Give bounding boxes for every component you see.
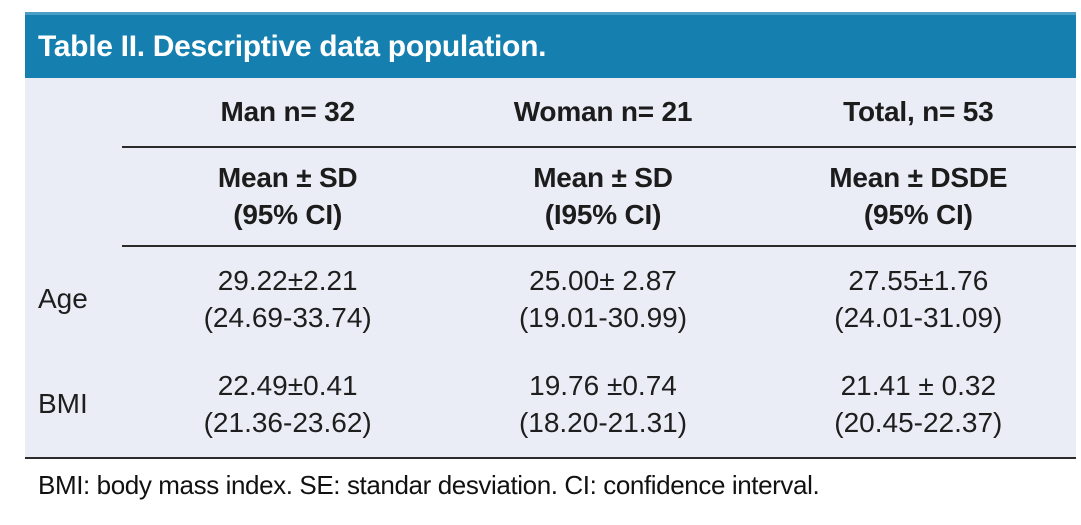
bmi-woman-mean: 19.76 ±0.74 bbox=[529, 369, 677, 401]
col-header-total: Total, n= 53 bbox=[843, 95, 994, 127]
bmi-man-ci: (21.36-23.62) bbox=[203, 406, 372, 438]
bmi-woman-cell: 19.76 ±0.74 (18.20-21.31) bbox=[445, 368, 760, 442]
rule-under-stat-header bbox=[122, 245, 1076, 247]
table-footnote: BMI: body mass index. SE: standar desvia… bbox=[38, 470, 820, 500]
age-woman-cell: 25.00± 2.87 (19.01-30.99) bbox=[445, 263, 760, 337]
age-woman-ci: (19.01-30.99) bbox=[518, 301, 688, 333]
bmi-man-mean: 22.49±0.41 bbox=[217, 369, 358, 401]
stat-header-woman-line2: (I95% CI) bbox=[544, 198, 662, 230]
group-header-row: Man n= 32 Woman n= 21 Total, n= 53 bbox=[25, 78, 1076, 146]
stat-header-man-line1: Mean ± SD bbox=[217, 161, 358, 193]
age-woman-mean: 25.00± 2.87 bbox=[529, 264, 677, 296]
table-row-age: Age 29.22±2.21 (24.69-33.74) 25.00± 2.87… bbox=[25, 247, 1076, 352]
stat-header-woman: Mean ± SD (I95% CI) bbox=[445, 160, 760, 234]
age-man-ci: (24.69-33.74) bbox=[203, 301, 372, 333]
age-total-ci: (24.01-31.09) bbox=[834, 301, 1003, 333]
stat-header-row: Mean ± SD (95% CI) Mean ± SD (I95% CI) M… bbox=[25, 148, 1076, 245]
table-title: Table II. Descriptive data population. bbox=[38, 29, 547, 63]
bmi-total-mean: 21.41 ± 0.32 bbox=[840, 369, 997, 401]
table-card: Table II. Descriptive data population. M… bbox=[25, 12, 1076, 459]
rule-under-group-header bbox=[122, 146, 1076, 148]
bmi-woman-ci: (18.20-21.31) bbox=[518, 406, 688, 438]
row-label-bmi: BMI bbox=[38, 388, 88, 420]
bmi-total-ci: (20.45-22.37) bbox=[834, 406, 1003, 438]
bmi-total-cell: 21.41 ± 0.32 (20.45-22.37) bbox=[761, 368, 1076, 442]
col-header-woman: Woman n= 21 bbox=[513, 95, 693, 127]
table-row-bmi: BMI 22.49±0.41 (21.36-23.62) 19.76 ±0.74… bbox=[25, 352, 1076, 457]
stat-header-man: Mean ± SD (95% CI) bbox=[130, 160, 445, 234]
age-man-mean: 29.22±2.21 bbox=[217, 264, 358, 296]
stat-header-total-line2: (95% CI) bbox=[863, 198, 973, 230]
stat-header-woman-line1: Mean ± SD bbox=[533, 161, 673, 193]
col-header-man: Man n= 32 bbox=[220, 95, 355, 127]
bmi-man-cell: 22.49±0.41 (21.36-23.62) bbox=[130, 368, 445, 442]
stat-header-total-line1: Mean ± DSDE bbox=[829, 161, 1008, 193]
age-man-cell: 29.22±2.21 (24.69-33.74) bbox=[130, 263, 445, 337]
row-label-age: Age bbox=[38, 283, 88, 315]
stat-header-man-line2: (95% CI) bbox=[233, 198, 343, 230]
age-total-cell: 27.55±1.76 (24.01-31.09) bbox=[761, 263, 1076, 337]
rule-table-bottom bbox=[25, 457, 1076, 459]
table-body: Man n= 32 Woman n= 21 Total, n= 53 Mean … bbox=[25, 78, 1076, 459]
stat-header-total: Mean ± DSDE (95% CI) bbox=[761, 160, 1076, 234]
age-total-mean: 27.55±1.76 bbox=[848, 264, 989, 296]
table-title-bar: Table II. Descriptive data population. bbox=[25, 12, 1076, 78]
